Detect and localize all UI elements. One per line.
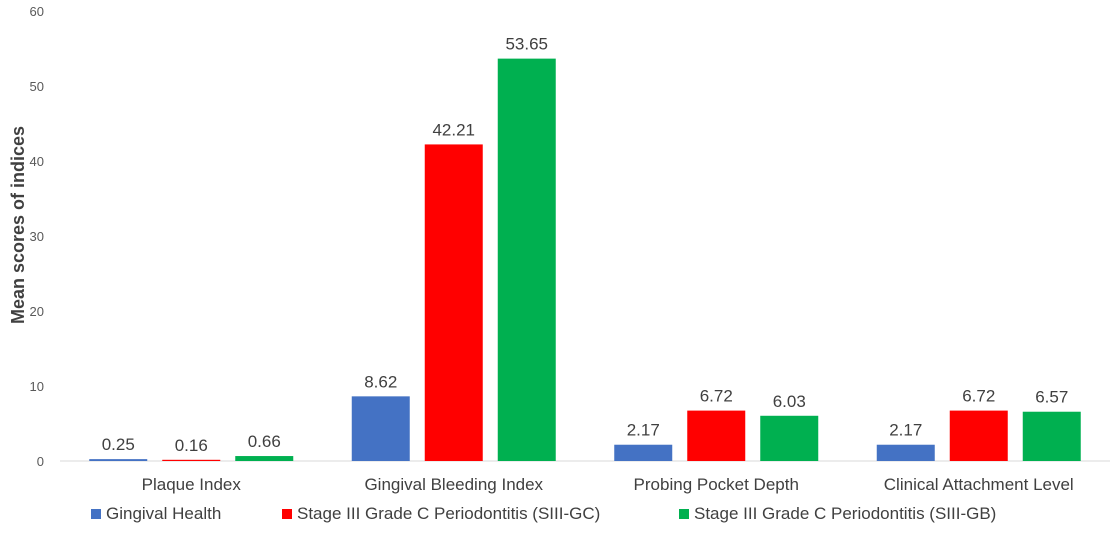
legend-label: Stage III Grade C Periodontitis (SIII-GC… xyxy=(297,504,601,523)
x-tick-label: Clinical Attachment Level xyxy=(884,475,1074,494)
legend-swatch-gingival-health xyxy=(91,509,101,519)
data-label: 42.21 xyxy=(432,120,475,139)
bar xyxy=(760,415,819,461)
data-label: 2.17 xyxy=(889,421,922,440)
legend-swatch-siii-gc xyxy=(282,509,292,519)
y-tick-label: 30 xyxy=(30,229,44,244)
legend-label: Gingival Health xyxy=(106,504,222,523)
bar xyxy=(351,396,410,461)
bar xyxy=(949,410,1008,461)
legend-item-siii-gc: Stage III Grade C Periodontitis (SIII-GC… xyxy=(282,504,600,524)
data-label: 0.25 xyxy=(102,435,135,454)
bar-chart: Mean scores of indices 0 10 20 30 40 50 60 0.2… xyxy=(8,4,1110,494)
bar xyxy=(424,144,483,462)
x-tick-label: Gingival Bleeding Index xyxy=(364,475,543,494)
data-label: 8.62 xyxy=(364,372,397,391)
bar xyxy=(876,444,935,461)
category-labels: Plaque Index Gingival Bleeding Index Probi… xyxy=(142,475,1074,494)
bar xyxy=(162,459,221,461)
bar xyxy=(614,444,673,461)
y-tick-label: 60 xyxy=(30,4,44,19)
data-label: 53.65 xyxy=(505,35,548,54)
bar xyxy=(235,456,294,461)
data-labels: 0.25 0.16 0.66 8.62 42.21 53.65 2.17 6.72 6.03 2.… xyxy=(102,35,1069,455)
data-label: 6.57 xyxy=(1035,388,1068,407)
bar xyxy=(89,459,148,461)
bar xyxy=(497,58,556,461)
y-tick-label: 40 xyxy=(30,154,44,169)
y-tick-label: 50 xyxy=(30,79,44,94)
x-tick-label: Plaque Index xyxy=(142,475,242,494)
y-tick-label: 10 xyxy=(30,379,44,394)
legend-item-gingival-health: Gingival Health xyxy=(91,504,221,524)
data-label: 0.16 xyxy=(175,436,208,455)
bar xyxy=(687,410,746,461)
bar xyxy=(1022,411,1081,461)
data-label: 2.17 xyxy=(627,421,660,440)
x-tick-label: Probing Pocket Depth xyxy=(634,475,799,494)
data-label: 6.72 xyxy=(962,387,995,406)
legend-label: Stage III Grade C Periodontitis (SIII-GB… xyxy=(694,504,997,523)
y-tick-label: 0 xyxy=(37,454,44,469)
legend: Gingival Health Stage III Grade C Period… xyxy=(0,504,1110,530)
y-axis-label: Mean scores of indices xyxy=(8,126,28,324)
data-label: 6.03 xyxy=(773,392,806,411)
y-tick-label: 20 xyxy=(30,304,44,319)
legend-item-siii-gb: Stage III Grade C Periodontitis (SIII-GB… xyxy=(679,504,996,524)
y-axis-ticks: 0 10 20 30 40 50 60 xyxy=(30,4,44,469)
data-label: 6.72 xyxy=(700,387,733,406)
legend-swatch-siii-gb xyxy=(679,509,689,519)
bars xyxy=(89,58,1081,462)
data-label: 0.66 xyxy=(248,432,281,451)
